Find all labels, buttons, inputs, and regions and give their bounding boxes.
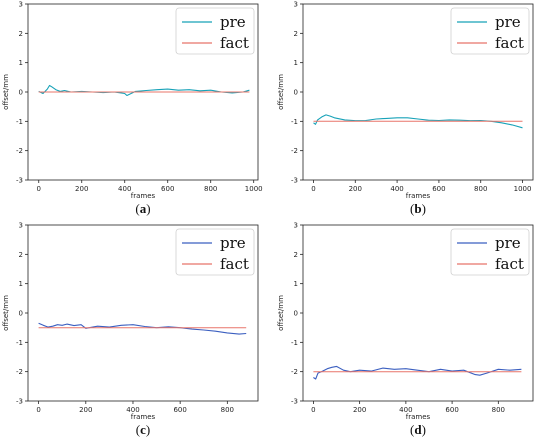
y-tick-label: -2 — [291, 368, 298, 376]
x-tick-label: 0 — [37, 185, 41, 193]
panel-caption: (c) — [136, 422, 150, 437]
x-tick-label: 200 — [349, 185, 362, 193]
y-tick-label: -3 — [16, 177, 23, 185]
legend-label-fact: fact — [220, 34, 249, 52]
y-tick-label: -3 — [291, 398, 298, 406]
y-tick-label: 3 — [19, 222, 23, 230]
legend-label-fact: fact — [495, 255, 524, 273]
y-tick-label: 0 — [294, 89, 298, 97]
y-tick-label: -1 — [291, 339, 298, 347]
x-tick-label: 600 — [161, 185, 174, 193]
y-tick-label: 0 — [294, 310, 298, 318]
x-tick-label: 600 — [445, 406, 458, 414]
y-tick-label: 1 — [19, 280, 23, 288]
y-tick-label: 1 — [294, 280, 298, 288]
y-axis-label: offset/mm — [2, 295, 10, 331]
y-axis-label: offset/mm — [277, 295, 285, 331]
x-tick-label: 0 — [36, 406, 40, 414]
y-tick-label: 2 — [19, 30, 23, 38]
x-tick-label: 0 — [311, 185, 315, 193]
y-tick-label: 2 — [19, 251, 23, 259]
chart-a: -3 -2 -1 0 1 2 3 0 200 400 600 800 1000 frames offset/… — [2, 1, 263, 217]
panel-caption-letter: c — [140, 422, 146, 437]
y-tick-label: -1 — [16, 118, 23, 126]
x-axis-label: frames — [131, 413, 156, 421]
y-tick-label: 3 — [19, 1, 23, 9]
panel-caption: (d) — [410, 422, 426, 437]
y-axis-label: offset/mm — [2, 74, 10, 110]
legend-label-pre: pre — [220, 234, 246, 252]
y-tick-label: 1 — [294, 59, 298, 67]
x-tick-label: 0 — [311, 406, 315, 414]
y-tick-label: -1 — [291, 118, 298, 126]
y-tick-label: 0 — [19, 310, 23, 318]
y-tick-label: -2 — [16, 368, 23, 376]
y-axis-label: offset/mm — [277, 74, 285, 110]
panel-caption: (a) — [135, 201, 150, 216]
x-tick-label: 400 — [118, 185, 131, 193]
panel-caption-letter: a — [140, 201, 147, 216]
x-tick-label: 600 — [173, 406, 186, 414]
panel-caption-letter: d — [414, 422, 422, 437]
x-tick-label: 400 — [126, 406, 139, 414]
x-tick-label: 1000 — [245, 185, 263, 193]
panel-caption-letter: b — [414, 201, 421, 216]
chart-b: -3 -2 -1 0 1 2 3 0 200 400 600 800 1000 frames offset/… — [277, 1, 534, 216]
x-tick-label: 200 — [353, 406, 366, 414]
x-tick-label: 400 — [390, 185, 403, 193]
y-tick-label: 0 — [19, 89, 23, 97]
series-line-pre — [38, 322, 247, 335]
y-tick-label: -1 — [16, 339, 23, 347]
y-tick-label: -3 — [16, 398, 23, 406]
series-line-pre — [38, 84, 250, 97]
y-tick-label: -2 — [16, 147, 23, 155]
y-tick-label: 2 — [294, 251, 298, 259]
y-tick-label: 3 — [294, 222, 298, 230]
y-tick-label: 2 — [294, 30, 298, 38]
x-tick-label: 600 — [432, 185, 445, 193]
chart-d: -3 -2 -1 0 1 2 3 0 200 400 600 800 frames offset/mm pr… — [277, 222, 534, 437]
x-tick-label: 800 — [474, 185, 487, 193]
y-tick-label: 1 — [19, 59, 23, 67]
x-tick-label: 400 — [399, 406, 412, 414]
x-tick-label: 800 — [221, 406, 234, 414]
series-line-pre — [313, 365, 522, 380]
panel-a: -3 -2 -1 0 1 2 3 0 200 400 600 800 1000 frames offset/… — [0, 0, 275, 221]
x-axis-label: frames — [131, 192, 156, 200]
panel-c: -3 -2 -1 0 1 2 3 0 200 400 600 800 frames offset/mm pr… — [0, 221, 275, 442]
x-tick-label: 200 — [79, 406, 92, 414]
y-tick-label: 3 — [294, 1, 298, 9]
y-tick-label: -2 — [291, 147, 298, 155]
series-line-pre — [313, 114, 523, 129]
x-tick-label: 800 — [492, 406, 505, 414]
x-axis-label: frames — [406, 413, 431, 421]
x-axis-label: frames — [406, 192, 431, 200]
panel-b: -3 -2 -1 0 1 2 3 0 200 400 600 800 1000 frames offset/… — [275, 0, 550, 221]
legend-label-fact: fact — [220, 255, 249, 273]
legend-label-pre: pre — [495, 13, 521, 31]
x-tick-label: 800 — [204, 185, 217, 193]
legend-label-pre: pre — [220, 13, 246, 31]
panel-caption: (b) — [410, 201, 426, 216]
chart-c: -3 -2 -1 0 1 2 3 0 200 400 600 800 frames offset/mm pr… — [2, 222, 259, 437]
x-tick-label: 200 — [75, 185, 88, 193]
panel-d: -3 -2 -1 0 1 2 3 0 200 400 600 800 frames offset/mm pr… — [275, 221, 550, 442]
y-tick-label: -3 — [291, 177, 298, 185]
legend-label-pre: pre — [495, 234, 521, 252]
x-tick-label: 1000 — [514, 185, 532, 193]
legend-label-fact: fact — [495, 34, 524, 52]
